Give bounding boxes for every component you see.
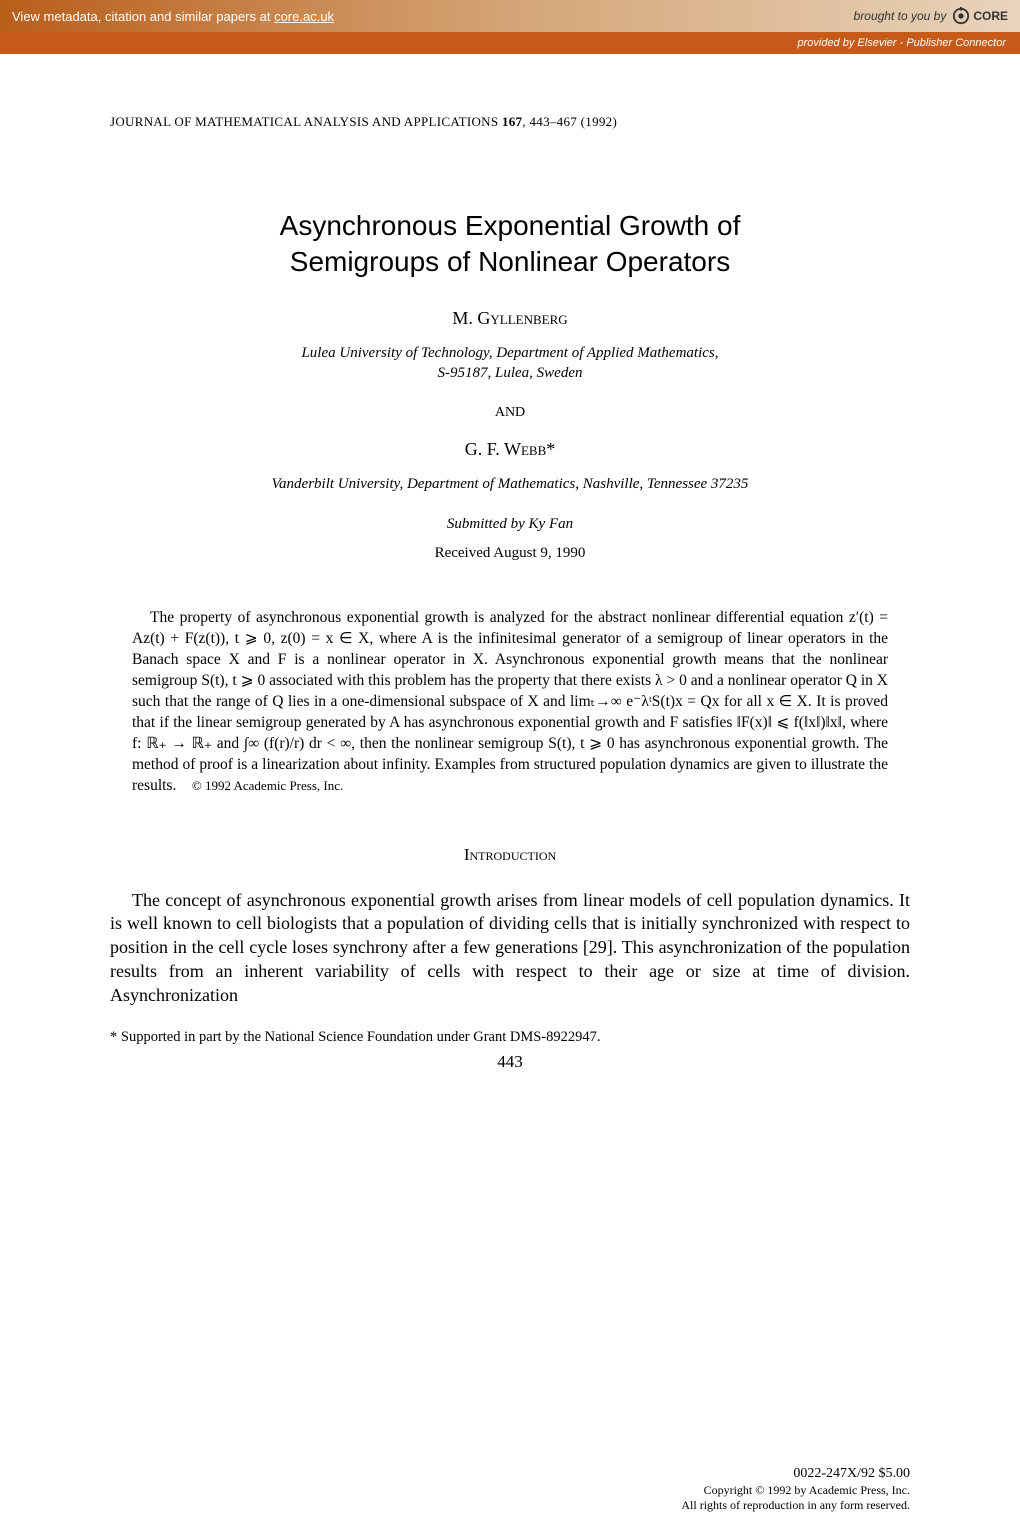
abstract: The property of asynchronous exponential… bbox=[132, 608, 888, 796]
journal-pages: 443–467 bbox=[529, 114, 577, 129]
journal-volume: 167 bbox=[502, 114, 522, 129]
core-link[interactable]: core.ac.uk bbox=[274, 9, 334, 24]
author1-affil-line2: S-95187, Lulea, Sweden bbox=[438, 365, 583, 381]
title-line2: Semigroups of Nonlinear Operators bbox=[290, 246, 730, 277]
page-content: JOURNAL OF MATHEMATICAL ANALYSIS AND APP… bbox=[0, 54, 1020, 1530]
page-number: 443 bbox=[110, 1052, 910, 1072]
copyright-line: Copyright © 1992 by Academic Press, Inc. bbox=[681, 1483, 910, 1499]
journal-reference: JOURNAL OF MATHEMATICAL ANALYSIS AND APP… bbox=[110, 114, 910, 130]
author2-affiliation: Vanderbilt University, Department of Mat… bbox=[110, 474, 910, 494]
provider-name: Elsevier - Publisher Connector bbox=[857, 37, 1006, 49]
core-banner-prefix: View metadata, citation and similar pape… bbox=[12, 9, 274, 24]
abstract-copyright: © 1992 Academic Press, Inc. bbox=[192, 778, 343, 793]
core-banner: View metadata, citation and similar pape… bbox=[0, 0, 1020, 32]
core-logo[interactable]: CORE bbox=[952, 7, 1008, 25]
and-separator: AND bbox=[110, 405, 910, 421]
author2-name: G. F. Webb* bbox=[110, 439, 910, 460]
author1-affiliation: Lulea University of Technology, Departme… bbox=[110, 343, 910, 384]
abstract-text: The property of asynchronous exponential… bbox=[132, 609, 888, 793]
core-logo-icon bbox=[952, 7, 970, 25]
journal-name: JOURNAL OF MATHEMATICAL ANALYSIS AND APP… bbox=[110, 114, 498, 129]
core-banner-left: View metadata, citation and similar pape… bbox=[12, 9, 334, 24]
author1-name: M. Gyllenberg bbox=[110, 308, 910, 329]
core-banner-right: brought to you by CORE bbox=[854, 7, 1008, 25]
submitted-by: Submitted by Ky Fan bbox=[110, 516, 910, 533]
issn-price: 0022-247X/92 $5.00 bbox=[681, 1465, 910, 1483]
rights-reserved: All rights of reproduction in any form r… bbox=[681, 1498, 910, 1514]
provided-prefix: provided by bbox=[797, 37, 854, 49]
title-line1: Asynchronous Exponential Growth of bbox=[280, 210, 741, 241]
author1-affil-line1: Lulea University of Technology, Departme… bbox=[301, 345, 718, 361]
footnote: * Supported in part by the National Scie… bbox=[110, 1029, 910, 1046]
core-logo-text: CORE bbox=[973, 9, 1008, 23]
section-introduction: Introduction bbox=[110, 845, 910, 865]
received-date: Received August 9, 1990 bbox=[110, 545, 910, 562]
rights-block: 0022-247X/92 $5.00 Copyright © 1992 by A… bbox=[681, 1465, 910, 1514]
intro-paragraph: The concept of asynchronous exponential … bbox=[110, 889, 910, 1008]
journal-year: (1992) bbox=[581, 114, 617, 129]
brought-by-text: brought to you by bbox=[854, 9, 947, 23]
paper-title: Asynchronous Exponential Growth of Semig… bbox=[110, 208, 910, 280]
provided-bar: provided by Elsevier - Publisher Connect… bbox=[0, 32, 1020, 54]
intro-text: The concept of asynchronous exponential … bbox=[110, 890, 910, 1005]
